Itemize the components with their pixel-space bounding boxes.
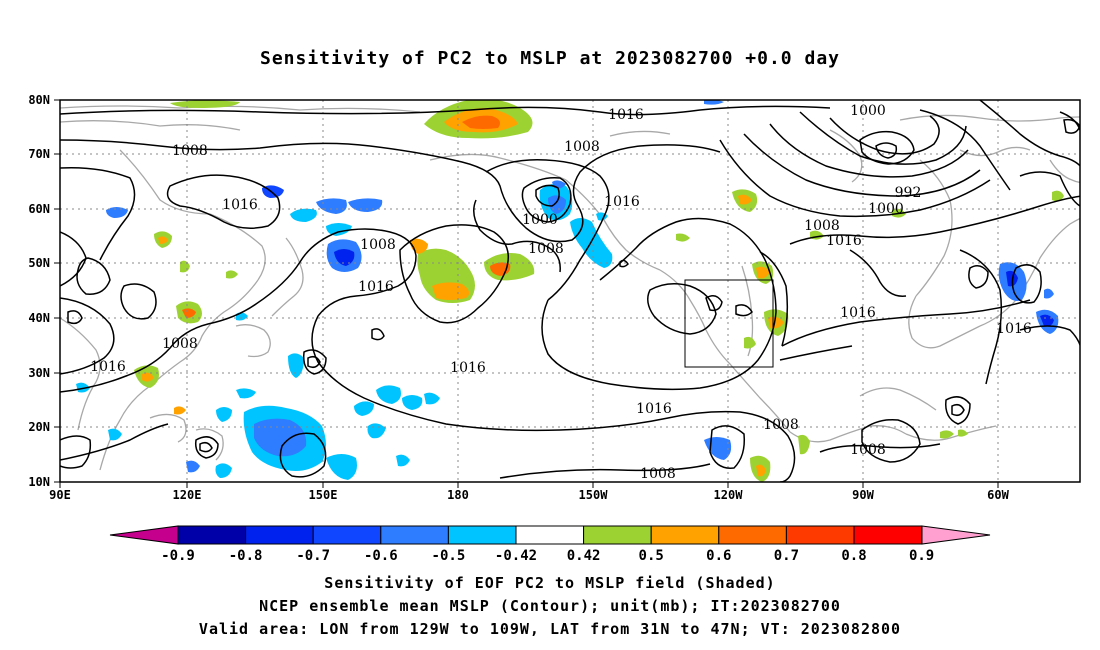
contour-label: 1008: [162, 336, 198, 352]
contour-labels: 1016 1008 1000 1008 992 1000 1016 1008 1…: [90, 103, 1032, 482]
colorbar-label: -0.5: [432, 548, 466, 564]
lat-tick-label: 80N: [28, 93, 50, 107]
coastlines: [60, 105, 1080, 471]
colorbar-box: [583, 525, 652, 545]
contour-label: 1008: [640, 466, 676, 482]
lat-tick-label: 10N: [28, 475, 50, 489]
lat-tick-labels: 80N 70N 60N 50N 40N 30N 20N 10N: [28, 93, 50, 489]
valid-area-box: [684, 279, 774, 368]
contour-label: 1008: [564, 139, 600, 155]
colorbar-label: 0.42: [567, 548, 601, 564]
caption-line-1: Sensitivity of EOF PC2 to MSLP field (Sh…: [324, 574, 776, 592]
colorbar-box: [380, 525, 449, 545]
contour-label: 1016: [358, 279, 394, 295]
colorbar-labels: -0.9 -0.8 -0.7 -0.6 -0.5 -0.42 0.42 0.5 0.6 0.7 0.…: [161, 548, 934, 564]
colorbar-box: [447, 525, 517, 545]
contour-label: 1016: [604, 194, 640, 210]
lat-tick-label: 50N: [28, 256, 50, 270]
lat-tick-label: 20N: [28, 420, 50, 434]
lon-tick-label: 150E: [309, 488, 338, 502]
lon-tick-label: 180: [447, 488, 469, 502]
lat-tick-label: 60N: [28, 202, 50, 216]
mslp-contours: [60, 100, 1080, 482]
contour-label: 1016: [222, 197, 258, 213]
lon-tick-label: 60W: [987, 488, 1009, 502]
colorbar-label: 0.6: [706, 548, 731, 564]
colorbar-boxes: [177, 525, 923, 545]
graticule: [60, 100, 1080, 482]
plot-title: Sensitivity of PC2 to MSLP at 2023082700…: [259, 48, 840, 69]
colorbar-box: [718, 525, 787, 545]
contour-label: 1008: [528, 241, 564, 257]
negative-shading: [76, 100, 1059, 480]
lat-tick-label: 70N: [28, 147, 50, 161]
contour-label: 1000: [850, 103, 886, 119]
lat-tick-label: 30N: [28, 366, 50, 380]
lon-tick-label: 120W: [714, 488, 744, 502]
contour-label: 1000: [522, 212, 558, 228]
colorbar-label: 0.9: [909, 548, 934, 564]
contour-label: 1016: [90, 359, 126, 375]
colorbar-box: [853, 525, 923, 545]
contour-label: 1016: [636, 401, 672, 417]
axis-ticks: [54, 99, 999, 488]
lon-tick-labels: 90E 120E 150E 180 150W 120W 90W 60W: [49, 488, 1009, 502]
lon-tick-label: 90E: [49, 488, 71, 502]
colorbar-low-end: [109, 525, 179, 545]
colorbar-label: -0.42: [495, 548, 537, 564]
lat-tick-label: 40N: [28, 311, 50, 325]
contour-label: 1000: [868, 201, 904, 217]
contour-label: 1008: [360, 237, 396, 253]
caption-line-2: NCEP ensemble mean MSLP (Contour); unit(…: [259, 597, 841, 615]
colorbar-box: [177, 525, 247, 545]
colorbar-box: [312, 525, 382, 545]
colorbar-label: 0.5: [639, 548, 664, 564]
colorbar-label: 0.7: [774, 548, 799, 564]
colorbar-box: [650, 525, 720, 545]
map-frame: [59, 99, 1081, 483]
colorbar-label: -0.9: [161, 548, 195, 564]
colorbar-high-end: [921, 525, 991, 545]
colorbar-label: -0.8: [229, 548, 263, 564]
colorbar-label: 0.8: [841, 548, 866, 564]
colorbar-box: [785, 525, 855, 545]
lon-tick-label: 150W: [579, 488, 609, 502]
lon-tick-label: 120E: [173, 488, 202, 502]
colorbar-box: [515, 525, 585, 545]
contour-label: 1008: [804, 218, 840, 234]
contour-label: 1016: [608, 107, 644, 123]
contour-label: 1008: [172, 143, 208, 159]
contour-label: 1016: [996, 321, 1032, 337]
contour-label: 1016: [450, 360, 486, 376]
map-content: 1016 1008 1000 1008 992 1000 1016 1008 1…: [60, 100, 1080, 482]
contour-label: 992: [895, 185, 922, 201]
positive-shading: [134, 100, 1064, 482]
contour-label: 1008: [850, 442, 886, 458]
colorbar-box: [245, 525, 314, 545]
caption-line-3: Valid area: LON from 129W to 109W, LAT f…: [198, 620, 902, 638]
lon-tick-label: 90W: [852, 488, 874, 502]
contour-label: 1016: [826, 233, 862, 249]
colorbar-label: -0.6: [364, 548, 398, 564]
colorbar-label: -0.7: [296, 548, 330, 564]
contour-label: 1016: [840, 305, 876, 321]
colorbar: -0.9 -0.8 -0.7 -0.6 -0.5 -0.42 0.42 0.5 0.6 0.7 0.…: [109, 525, 991, 564]
contour-label: 1008: [763, 417, 799, 433]
